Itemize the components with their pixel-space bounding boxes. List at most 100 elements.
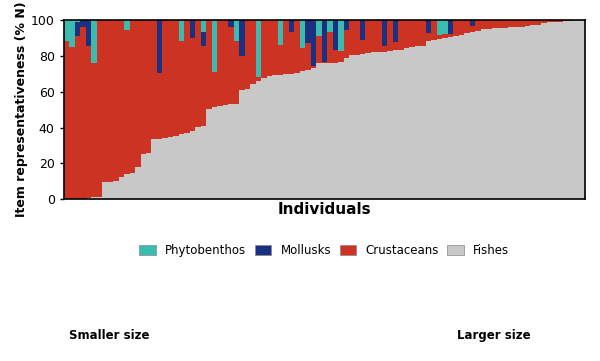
Bar <box>250 84 256 199</box>
Bar <box>376 20 382 52</box>
Bar <box>190 20 196 38</box>
Bar <box>486 20 492 29</box>
Bar <box>229 20 234 27</box>
Bar <box>327 32 332 63</box>
Bar <box>74 36 80 199</box>
Bar <box>404 48 409 199</box>
Bar <box>431 20 437 40</box>
Bar <box>201 20 206 32</box>
Bar <box>344 20 349 30</box>
Bar <box>184 133 190 199</box>
Bar <box>234 104 239 199</box>
Bar <box>299 20 305 48</box>
Bar <box>299 48 305 71</box>
Bar <box>239 90 245 199</box>
Bar <box>278 75 283 199</box>
Bar <box>459 20 464 35</box>
Bar <box>289 20 294 32</box>
Bar <box>245 89 250 199</box>
Bar <box>421 45 426 199</box>
Text: Smaller size: Smaller size <box>69 329 149 342</box>
Bar <box>349 55 355 199</box>
Bar <box>201 45 206 126</box>
Bar <box>332 20 338 50</box>
Bar <box>267 20 272 76</box>
Bar <box>157 139 163 199</box>
Bar <box>404 20 409 48</box>
Bar <box>97 20 102 197</box>
Bar <box>140 154 146 199</box>
Bar <box>190 131 196 199</box>
Bar <box>283 20 289 74</box>
Text: Larger size: Larger size <box>457 329 531 342</box>
Bar <box>130 173 135 199</box>
Bar <box>355 55 360 199</box>
Bar <box>492 20 497 28</box>
Bar <box>453 36 459 199</box>
Bar <box>563 20 569 21</box>
Bar <box>580 20 585 199</box>
Bar <box>344 30 349 58</box>
Bar <box>119 20 124 177</box>
Bar <box>365 20 371 53</box>
Bar <box>135 20 140 167</box>
Bar <box>229 27 234 104</box>
Bar <box>294 20 299 73</box>
Bar <box>311 66 316 68</box>
Bar <box>157 20 163 73</box>
Bar <box>146 20 151 153</box>
Bar <box>278 20 283 45</box>
Bar <box>80 20 86 27</box>
Bar <box>541 23 547 199</box>
Bar <box>234 20 239 42</box>
Bar <box>294 73 299 199</box>
Bar <box>212 107 217 199</box>
Bar <box>151 139 157 199</box>
Bar <box>327 20 332 32</box>
Bar <box>173 136 179 199</box>
Bar <box>360 40 365 54</box>
Bar <box>365 53 371 199</box>
Bar <box>442 20 448 34</box>
Legend: Phytobenthos, Mollusks, Crustaceans, Fishes: Phytobenthos, Mollusks, Crustaceans, Fis… <box>134 239 514 262</box>
Bar <box>459 35 464 199</box>
Bar <box>464 20 470 33</box>
Bar <box>519 27 524 199</box>
Bar <box>524 26 530 199</box>
Bar <box>311 68 316 199</box>
Bar <box>448 36 453 199</box>
Bar <box>256 20 261 77</box>
Bar <box>536 20 541 25</box>
Bar <box>206 20 212 109</box>
Bar <box>311 20 316 66</box>
Bar <box>201 32 206 45</box>
Bar <box>475 31 481 199</box>
Bar <box>289 32 294 74</box>
Bar <box>382 20 388 46</box>
X-axis label: Individuals: Individuals <box>278 202 371 217</box>
Bar <box>316 20 322 36</box>
Bar <box>552 22 557 199</box>
Bar <box>355 20 360 55</box>
Bar <box>196 20 201 127</box>
Bar <box>299 71 305 199</box>
Bar <box>376 52 382 199</box>
Bar <box>393 51 398 199</box>
Bar <box>64 13 69 41</box>
Bar <box>360 54 365 199</box>
Y-axis label: Item representativeness (% N): Item representativeness (% N) <box>15 2 28 217</box>
Bar <box>74 18 80 22</box>
Bar <box>481 29 486 199</box>
Bar <box>388 20 393 51</box>
Bar <box>151 20 157 139</box>
Bar <box>426 41 431 199</box>
Bar <box>524 20 530 26</box>
Bar <box>223 105 229 199</box>
Bar <box>272 75 278 199</box>
Bar <box>74 22 80 36</box>
Bar <box>140 20 146 154</box>
Bar <box>196 127 201 199</box>
Bar <box>135 167 140 199</box>
Bar <box>437 20 442 35</box>
Bar <box>332 62 338 199</box>
